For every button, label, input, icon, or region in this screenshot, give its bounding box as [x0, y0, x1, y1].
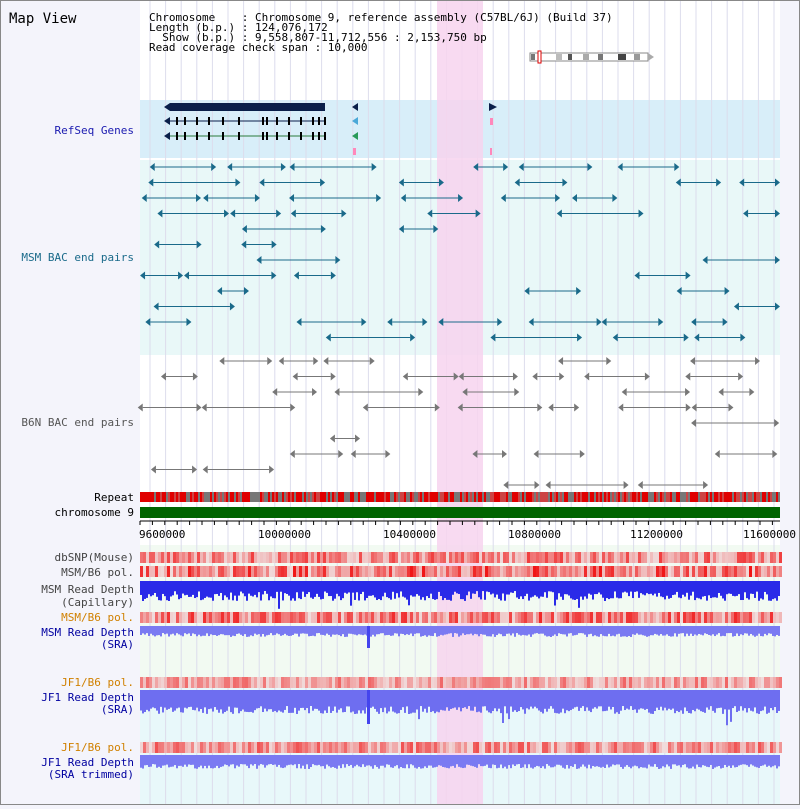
msm-bac-pairs[interactable] [140, 163, 780, 342]
msm-depth-sra-label: MSM Read Depth [41, 626, 134, 639]
axis-tick-label: 10400000 [383, 528, 436, 541]
info-coverage-span: Read coverage check span : 10,000 [149, 41, 368, 54]
info-show-range: Show (b.p.) : 9,558,807-11,712,556 : 2,1… [149, 31, 487, 44]
jf1-depth-trimmed-label: JF1 Read Depth [41, 756, 134, 769]
jf1-depth-sra-label: JF1 Read Depth [41, 691, 134, 704]
repeat-label: Repeat [94, 491, 134, 504]
axis-tick-label: 11200000 [630, 528, 683, 541]
msm-depth-capillary-label: MSM Read Depth [41, 583, 134, 596]
gene-feature[interactable] [170, 103, 325, 111]
position-axis: 9600000 10000000 10400000 10800000 11200… [139, 520, 796, 541]
axis-tick-label: 11600000 [743, 528, 796, 541]
gene-feature[interactable] [352, 132, 358, 140]
gene-feature[interactable] [352, 103, 358, 111]
chromosome-bar[interactable] [140, 507, 780, 518]
msm-depth-capillary-sublabel: (Capillary) [61, 596, 134, 609]
ideogram-position-marker [537, 50, 542, 64]
chromosome-label: chromosome 9 [55, 506, 134, 519]
msm-b6-pol-label: MSM/B6 pol. [61, 566, 134, 579]
read-depth-tracks[interactable] [140, 581, 780, 769]
info-chromosome: Chromosome : Chromosome 9, reference ass… [149, 11, 613, 24]
jf1-depth-trimmed-sublabel: (SRA trimmed) [48, 768, 134, 781]
jf1-depth-sra-sublabel: (SRA) [101, 703, 134, 716]
gene-feature[interactable] [352, 117, 358, 125]
jf1-b6-pol-2-label: JF1/B6 pol. [61, 741, 134, 754]
repeat-track[interactable] [140, 492, 780, 502]
dbsnp-label: dbSNP(Mouse) [55, 551, 134, 564]
axis-tick-label: 9600000 [139, 528, 185, 541]
msm-b6-pol-2-label: MSM/B6 pol. [61, 611, 134, 624]
axis-tick-label: 10800000 [508, 528, 561, 541]
refseq-genes-label: RefSeq Genes [55, 124, 134, 137]
refseq-genes-track[interactable] [164, 103, 497, 155]
msm-bac-label: MSM BAC end pairs [21, 251, 134, 264]
jf1-b6-pol-label: JF1/B6 pol. [61, 676, 134, 689]
gene-feature[interactable] [489, 103, 497, 111]
chromosome-ideogram[interactable] [529, 50, 654, 64]
b6n-bac-pairs[interactable] [137, 357, 780, 489]
selection-highlight[interactable] [437, 0, 483, 805]
b6n-bac-label: B6N BAC end pairs [21, 416, 134, 429]
map-view-title: Map View [9, 11, 77, 27]
polymorphism-heat-tracks[interactable] [140, 552, 782, 753]
axis-tick-label: 10000000 [258, 528, 311, 541]
info-length: Length (b.p.) : 124,076,172 [149, 21, 328, 34]
msm-depth-sra-sublabel: (SRA) [101, 638, 134, 651]
